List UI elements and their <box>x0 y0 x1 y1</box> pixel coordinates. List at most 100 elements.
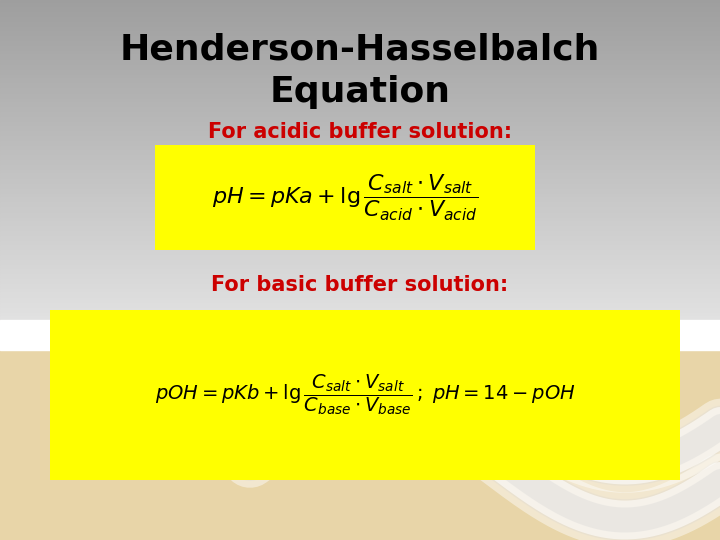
Bar <box>0 233 720 234</box>
Bar <box>0 271 720 272</box>
Bar <box>0 9 720 10</box>
Bar <box>0 245 720 246</box>
Bar <box>0 265 720 267</box>
Bar <box>0 99 720 100</box>
Bar <box>0 320 720 321</box>
Bar <box>0 214 720 216</box>
Bar <box>0 15 720 17</box>
Bar <box>0 85 720 87</box>
Bar <box>0 66 720 68</box>
Bar <box>0 221 720 222</box>
Bar <box>0 126 720 127</box>
Bar <box>0 267 720 268</box>
Bar <box>0 136 720 138</box>
Bar <box>0 180 720 182</box>
Bar <box>0 289 720 291</box>
Bar <box>0 255 720 256</box>
Bar <box>0 90 720 92</box>
Bar <box>0 48 720 49</box>
Bar <box>0 165 720 167</box>
Bar <box>0 279 720 280</box>
Bar <box>0 158 720 160</box>
Bar <box>0 71 720 73</box>
Bar <box>0 172 720 173</box>
Bar <box>0 93 720 95</box>
Bar <box>0 102 720 104</box>
Bar <box>0 36 720 37</box>
Bar <box>0 311 720 313</box>
Bar <box>0 296 720 298</box>
Bar <box>0 330 720 332</box>
Bar <box>0 262 720 264</box>
Bar <box>0 338 720 340</box>
Bar <box>0 197 720 199</box>
Bar <box>0 225 720 226</box>
Bar <box>0 237 720 238</box>
Bar <box>0 153 720 154</box>
Bar <box>0 320 720 350</box>
Bar <box>0 175 720 177</box>
Bar <box>0 32 720 34</box>
Bar <box>0 209 720 211</box>
Bar <box>0 206 720 207</box>
Bar <box>0 314 720 316</box>
Bar <box>0 340 720 540</box>
Bar <box>0 294 720 296</box>
Bar <box>0 138 720 139</box>
Bar <box>0 306 720 308</box>
Bar <box>0 56 720 58</box>
Bar <box>0 264 720 265</box>
Bar <box>0 219 720 221</box>
Bar <box>0 268 720 271</box>
Bar <box>0 17 720 19</box>
Bar <box>0 150 720 151</box>
Bar <box>0 124 720 126</box>
Bar <box>0 100 720 102</box>
Bar <box>0 75 720 77</box>
Bar <box>0 53 720 55</box>
Bar <box>0 230 720 231</box>
Bar <box>0 63 720 65</box>
FancyBboxPatch shape <box>155 145 535 250</box>
Bar <box>0 333 720 335</box>
Bar <box>0 83 720 85</box>
Bar <box>0 7 720 9</box>
Bar <box>0 199 720 200</box>
Bar <box>0 3 720 5</box>
Bar <box>0 313 720 314</box>
Bar <box>0 92 720 93</box>
Bar <box>0 234 720 237</box>
Bar <box>0 274 720 275</box>
Bar <box>0 211 720 213</box>
Bar <box>0 34 720 36</box>
Bar <box>0 286 720 287</box>
Bar <box>0 170 720 172</box>
Text: Henderson-Hasselbalch: Henderson-Hasselbalch <box>120 33 600 67</box>
Bar <box>0 299 720 301</box>
Bar <box>0 41 720 43</box>
Bar <box>0 161 720 163</box>
Bar <box>0 87 720 89</box>
Bar <box>0 238 720 240</box>
Bar <box>0 80 720 82</box>
Bar <box>0 31 720 32</box>
Bar <box>0 143 720 145</box>
Bar <box>0 24 720 25</box>
Bar <box>0 116 720 117</box>
Bar <box>0 213 720 214</box>
Bar <box>0 5 720 7</box>
Bar <box>0 49 720 51</box>
Bar <box>0 277 720 279</box>
Text: $pH = pKa + \lg\dfrac{C_{salt}\cdot V_{salt}}{C_{acid}\cdot V_{acid}}$: $pH = pKa + \lg\dfrac{C_{salt}\cdot V_{s… <box>212 172 478 222</box>
Bar <box>0 173 720 175</box>
Bar <box>0 109 720 111</box>
Bar <box>0 131 720 133</box>
Bar <box>0 151 720 153</box>
Bar <box>0 68 720 70</box>
Bar <box>0 111 720 112</box>
Bar <box>0 240 720 241</box>
Bar <box>0 248 720 250</box>
Text: $pOH = pKb + \lg\dfrac{C_{salt}\cdot V_{salt}}{C_{base}\cdot V_{base}}\,;\; pH =: $pOH = pKb + \lg\dfrac{C_{salt}\cdot V_{… <box>155 373 575 417</box>
Bar <box>0 19 720 21</box>
Bar <box>0 127 720 129</box>
